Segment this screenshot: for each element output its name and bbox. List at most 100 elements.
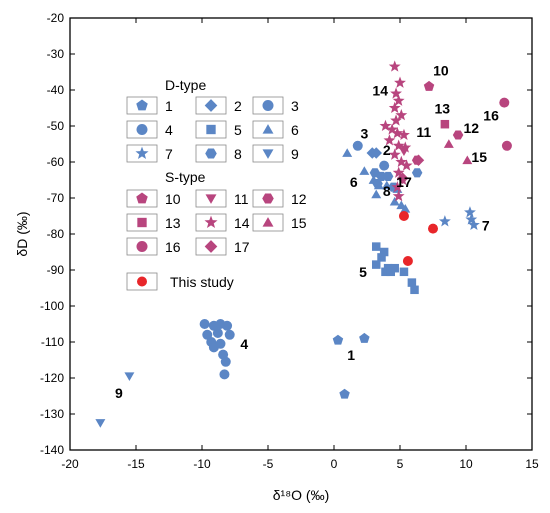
- point-series-8: [376, 171, 387, 181]
- y-tick-label: -70: [47, 191, 65, 205]
- point-series-4: [212, 328, 223, 338]
- point-series-6: [342, 148, 353, 157]
- legend-marker-12: [262, 193, 274, 204]
- series-annotation-17: 17: [396, 174, 412, 190]
- y-tick-label: -90: [47, 263, 65, 277]
- legend-marker-5: [206, 124, 216, 135]
- point-series-13: [440, 119, 450, 129]
- point-series-14: [383, 134, 396, 146]
- point-series-14: [392, 94, 405, 106]
- x-tick-labels: -20 -15 -10 -5 0 5 10 15: [61, 457, 539, 471]
- legend-marker-16: [136, 241, 148, 252]
- point-series-14: [379, 119, 392, 132]
- point-series-10: [423, 80, 435, 91]
- point-series-14: [390, 87, 402, 99]
- point-series-9: [124, 372, 135, 381]
- legend-entry-label: 13: [165, 215, 181, 231]
- y-tick-label: -100: [40, 299, 64, 313]
- series-annotation-11: 11: [416, 124, 431, 140]
- point-series-14: [398, 128, 410, 141]
- legend-marker-8: [205, 148, 217, 159]
- point-series-5: [399, 267, 409, 277]
- legend-marker-2: [204, 99, 218, 112]
- point-series-8: [372, 179, 383, 189]
- point-series-14: [399, 141, 412, 153]
- legend-entry-label: 7: [165, 146, 173, 162]
- series-annotation-5: 5: [359, 264, 367, 280]
- point-series-14: [388, 101, 401, 114]
- point-series-14: [391, 126, 404, 139]
- y-tick-label: -130: [40, 407, 64, 421]
- series-annotation-12: 12: [463, 120, 479, 136]
- legend-this-study-marker: [137, 276, 147, 287]
- point-series-2: [370, 147, 382, 159]
- point-series-this-study: [428, 223, 438, 234]
- x-tick-label: 5: [397, 457, 404, 471]
- point-series-6: [389, 196, 400, 206]
- series-annotation-8: 8: [383, 183, 391, 199]
- point-series-14: [392, 139, 405, 151]
- point-series-7: [467, 218, 480, 231]
- point-series-6: [371, 189, 382, 199]
- point-series-14: [395, 155, 408, 168]
- x-tick-label: -10: [193, 457, 211, 471]
- legend-marker-17: [204, 240, 218, 253]
- legend-entry-label: 6: [291, 122, 299, 138]
- point-series-5: [371, 260, 381, 269]
- legend-marker-3: [262, 100, 274, 111]
- legend-entry-label: 9: [291, 146, 299, 162]
- legend-entry-label: 16: [165, 239, 181, 255]
- point-series-6: [400, 204, 411, 213]
- x-tick-label: 0: [331, 457, 338, 471]
- legend-s-type-title: S-type: [165, 169, 206, 185]
- point-series-4: [222, 320, 233, 331]
- point-series-5: [379, 247, 389, 257]
- point-series-4: [199, 319, 210, 329]
- series-annotation-1: 1: [347, 347, 355, 363]
- y-tick-label: -40: [47, 83, 65, 97]
- legend-s-entries: 10 11 12 13 14 15 16 17: [126, 189, 307, 256]
- point-series-1: [359, 332, 370, 343]
- legend-entry-label: 12: [291, 191, 307, 207]
- point-series-14: [388, 60, 401, 72]
- point-series-7: [464, 206, 476, 218]
- point-series-16: [499, 97, 510, 108]
- point-series-5: [410, 285, 419, 295]
- legend-entry-label: 17: [234, 239, 250, 255]
- point-series-8: [382, 171, 394, 181]
- legend-marker-6: [262, 124, 274, 134]
- legend-entry-label: 3: [291, 98, 299, 114]
- point-series-5: [377, 253, 386, 262]
- point-series-14: [390, 114, 402, 126]
- legend-marker-7: [135, 146, 149, 160]
- legend-marker-4: [136, 124, 148, 135]
- legend-entry-label: 8: [234, 146, 242, 162]
- point-series-5: [386, 267, 396, 277]
- point-series-4: [219, 369, 230, 380]
- x-tick-label: -5: [263, 457, 274, 471]
- y-tick-label: -110: [41, 335, 64, 349]
- point-series-7: [465, 213, 478, 225]
- legend-d-type-title: D-type: [165, 77, 206, 93]
- series-annotation-9: 9: [115, 385, 123, 401]
- series-annotation-7: 7: [482, 217, 490, 233]
- series-annotation-13: 13: [434, 100, 450, 116]
- legend-marker-14: [204, 215, 218, 229]
- point-series-16: [501, 140, 512, 151]
- point-series-5: [381, 267, 390, 277]
- point-series-14: [392, 189, 405, 202]
- point-series-14: [388, 148, 401, 160]
- point-series-this-study: [402, 256, 413, 266]
- x-tick-label: 10: [459, 457, 473, 471]
- series-annotation-4: 4: [240, 336, 248, 352]
- y-tick-label: -80: [47, 227, 65, 241]
- point-series-4: [220, 356, 231, 367]
- point-series-5: [407, 278, 417, 287]
- point-series-17: [412, 154, 425, 166]
- point-series-1: [332, 334, 344, 345]
- y-tick-label: -120: [40, 371, 64, 385]
- legend-entry-label: 15: [291, 215, 307, 231]
- data-points: [95, 60, 512, 428]
